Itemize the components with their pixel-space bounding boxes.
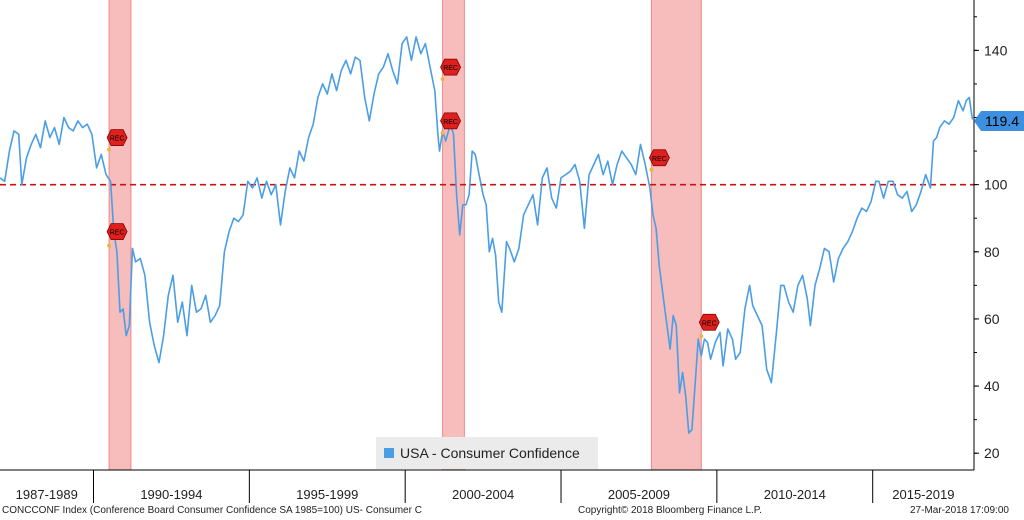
recession-band xyxy=(651,0,702,470)
recession-marker-label: REC xyxy=(443,65,458,72)
recession-marker-label: REC xyxy=(110,230,125,237)
last-value-tag-shape xyxy=(974,111,1024,131)
footer-copyright: Copyright© 2018 Bloomberg Finance L.P. xyxy=(578,505,762,516)
recession-marker-label: REC xyxy=(702,320,717,327)
recession-marker-dot xyxy=(107,147,112,152)
recession-markers: REC REC REC REC REC REC xyxy=(106,58,720,339)
x-tick-label: 1990-1994 xyxy=(140,487,202,502)
x-tick-label: 2015-2019 xyxy=(892,487,954,502)
recession-marker-label: REC xyxy=(110,136,125,143)
footer-source: CONCCONF Index (Conference Board Consume… xyxy=(2,505,422,516)
legend-label: USA - Consumer Confidence xyxy=(400,445,580,461)
recession-marker-dot xyxy=(107,243,112,248)
x-tick-label: 2010-2014 xyxy=(764,487,826,502)
recession-marker: REC xyxy=(106,129,128,152)
y-tick-label: 40 xyxy=(984,378,1000,394)
last-value-tag: 119.4 xyxy=(974,111,1024,131)
recession-marker-shape xyxy=(440,58,462,76)
recession-marker-shape xyxy=(106,129,128,147)
y-tick-label: 100 xyxy=(984,177,1008,193)
footer-timestamp: 27-Mar-2018 17:09:00 xyxy=(910,505,1009,516)
recession-marker: REC xyxy=(648,149,670,172)
last-value-label: 119.4 xyxy=(985,113,1019,129)
series-line xyxy=(0,36,974,434)
recession-marker-shape xyxy=(106,223,128,241)
y-tick-label: 140 xyxy=(984,42,1008,58)
recession-marker: REC xyxy=(440,58,462,82)
recession-marker-shape xyxy=(440,112,462,130)
recession-marker-shape xyxy=(648,149,670,167)
y-tick-label: 80 xyxy=(984,244,1000,260)
y-tick-label: 20 xyxy=(984,445,1000,461)
recession-marker-dot xyxy=(440,130,445,135)
recession-marker: REC xyxy=(106,223,128,248)
legend-swatch xyxy=(384,448,394,458)
x-tick-label: 1995-1999 xyxy=(296,487,358,502)
recession-marker-dot xyxy=(649,167,654,172)
recession-marker-dot xyxy=(440,77,445,82)
x-tick-label: 2005-2009 xyxy=(608,487,670,502)
recession-marker: REC xyxy=(440,112,462,135)
axes: 204060801001201401987-19891990-19941995-… xyxy=(0,0,1008,503)
x-tick-label: 1987-1989 xyxy=(16,487,78,502)
recession-marker-label: REC xyxy=(443,119,458,126)
series-layer xyxy=(0,36,974,434)
recession-marker-shape xyxy=(698,313,720,331)
recession-marker-dot xyxy=(699,334,704,339)
x-tick-label: 2000-2004 xyxy=(452,487,514,502)
recession-marker-label: REC xyxy=(652,156,667,163)
legend: USA - Consumer Confidence xyxy=(376,437,598,469)
y-tick-label: 60 xyxy=(984,311,1000,327)
recession-marker: REC xyxy=(698,313,720,339)
